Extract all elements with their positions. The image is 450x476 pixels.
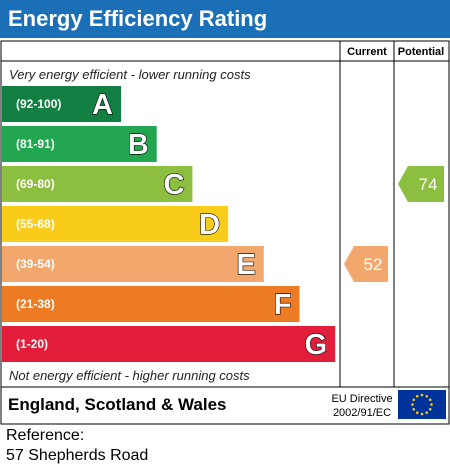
band-bar-c (2, 166, 193, 202)
potential-column-header: Potential (398, 46, 444, 58)
current-score: 52 (364, 255, 383, 274)
band-a: (92-100) A (2, 86, 121, 122)
reference-block: Reference: 57 Shepherds Road (6, 426, 148, 466)
flag-star (415, 411, 419, 415)
rating-bands: (92-100) A (81-91) B (69-80) C (55-68) D (39-54)… (2, 86, 336, 362)
flag-star (412, 398, 416, 402)
title-bar: Energy Efficiency Rating (0, 0, 450, 38)
flag-star (412, 407, 416, 411)
band-range-c: (69-80) (16, 177, 55, 191)
band-bar-d (2, 206, 229, 242)
band-bar-b (2, 126, 157, 162)
band-letter-a: A (92, 89, 113, 121)
chart-frame (0, 40, 450, 425)
band-letter-g: G (305, 329, 328, 361)
current-column-header: Current (347, 46, 387, 58)
eu-flag-icon (398, 390, 446, 419)
band-range-g: (1-20) (16, 337, 48, 351)
band-letter-c: C (163, 169, 184, 201)
band-letter-f: F (274, 289, 292, 321)
bottom-note: Not energy efficient - higher running co… (9, 368, 250, 383)
chart-title: Energy Efficiency Rating (8, 6, 268, 31)
band-range-b: (81-91) (16, 137, 55, 151)
top-note: Very energy efficient - lower running co… (9, 67, 251, 82)
band-g: (1-20) G (2, 326, 336, 362)
band-d: (55-68) D (2, 206, 229, 242)
current-marker (344, 246, 388, 282)
flag-star (428, 407, 432, 411)
flag-star (425, 394, 429, 398)
band-letter-d: D (199, 209, 220, 241)
flag-star (425, 411, 429, 415)
band-bar-f (2, 286, 300, 322)
band-letter-b: B (128, 129, 149, 161)
band-c: (69-80) C (2, 166, 193, 202)
band-f: (21-38) F (2, 286, 300, 322)
flag-star (428, 398, 432, 402)
band-bar-a (2, 86, 121, 122)
reference-address: 57 Shepherds Road (6, 447, 149, 464)
flag-star (411, 403, 414, 406)
band-range-e: (39-54) (16, 257, 55, 271)
flag-star (420, 393, 424, 397)
flag-star (430, 403, 433, 406)
epc-chart: Current Potential Very energy efficient … (0, 40, 450, 425)
flag-star (415, 394, 419, 398)
band-letter-e: E (236, 249, 255, 281)
band-b: (81-91) B (2, 126, 157, 162)
band-range-a: (92-100) (16, 97, 61, 111)
potential-marker (398, 166, 444, 202)
directive-line2: 2002/91/EC (333, 407, 391, 419)
flag-star (420, 412, 424, 416)
reference-label: Reference: (6, 427, 85, 444)
potential-score: 74 (419, 175, 438, 194)
band-range-f: (21-38) (16, 297, 55, 311)
band-range-d: (55-68) (16, 217, 55, 231)
band-bar-g (2, 326, 336, 362)
footer-region: England, Scotland & Wales (8, 395, 227, 414)
directive-line1: EU Directive (331, 393, 392, 405)
band-e: (39-54) E (2, 246, 264, 282)
score-markers: 52 74 (344, 166, 444, 282)
band-bar-e (2, 246, 264, 282)
